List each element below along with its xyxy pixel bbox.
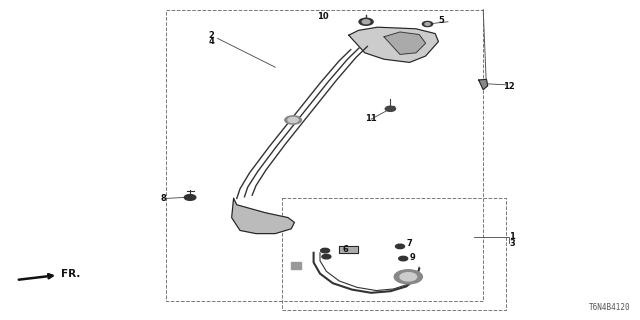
Text: 8: 8: [161, 194, 166, 203]
Text: 9: 9: [410, 253, 415, 262]
Circle shape: [362, 20, 370, 24]
Text: 4: 4: [208, 37, 214, 46]
Text: 1: 1: [509, 232, 515, 241]
Text: 2: 2: [208, 31, 214, 40]
Circle shape: [184, 195, 196, 200]
Text: 7: 7: [407, 239, 412, 248]
Circle shape: [400, 273, 417, 281]
Polygon shape: [384, 32, 426, 54]
Polygon shape: [291, 262, 301, 269]
Circle shape: [422, 21, 433, 27]
Polygon shape: [339, 246, 358, 253]
Polygon shape: [232, 198, 294, 234]
Circle shape: [425, 23, 430, 25]
Text: 5: 5: [438, 16, 445, 25]
Text: 12: 12: [503, 82, 515, 91]
Circle shape: [396, 244, 404, 249]
Text: T6N4B4120: T6N4B4120: [589, 303, 630, 312]
Circle shape: [288, 117, 298, 123]
Circle shape: [359, 18, 373, 25]
Polygon shape: [349, 27, 438, 62]
Circle shape: [285, 116, 301, 124]
Circle shape: [385, 106, 396, 111]
Text: 3: 3: [509, 239, 515, 248]
Circle shape: [322, 254, 331, 259]
Polygon shape: [479, 79, 488, 90]
Circle shape: [394, 270, 422, 284]
Text: 6: 6: [342, 245, 349, 254]
Circle shape: [399, 256, 408, 261]
Text: 10: 10: [317, 12, 329, 20]
Circle shape: [321, 248, 330, 253]
Text: FR.: FR.: [19, 268, 80, 280]
Text: 11: 11: [365, 114, 377, 123]
